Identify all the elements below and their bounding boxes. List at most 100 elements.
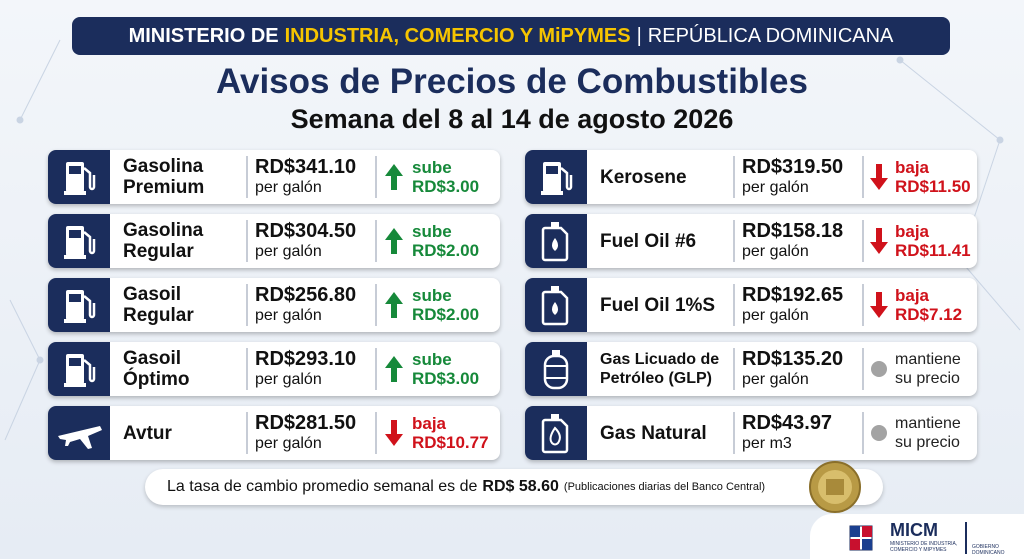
icon-graphic bbox=[541, 414, 569, 454]
change-line: baja bbox=[412, 414, 447, 433]
logo-subtitle: MINISTERIO DE INDUSTRIA, COMERCIO Y MIPY… bbox=[890, 541, 958, 553]
change: sube RD$3.00 bbox=[412, 350, 479, 388]
price: RD$158.18 bbox=[742, 220, 844, 242]
fuel-name-line: Gas Natural bbox=[600, 422, 707, 444]
change-line: baja bbox=[895, 286, 930, 305]
coat-of-arms bbox=[849, 525, 873, 551]
change-line: RD$10.77 bbox=[412, 433, 489, 452]
change-line: RD$7.12 bbox=[895, 305, 963, 324]
fuel-name-line: Gasolina bbox=[123, 220, 204, 241]
icon-graphic bbox=[541, 162, 573, 195]
divider bbox=[733, 284, 735, 326]
trend-arrow bbox=[870, 228, 888, 254]
divider bbox=[862, 348, 864, 390]
change-line: su precio bbox=[895, 434, 960, 451]
unit: per galón bbox=[742, 307, 809, 324]
divider bbox=[246, 348, 248, 390]
header-separator: | bbox=[636, 24, 642, 47]
fuel-name: Fuel Oil #6 bbox=[600, 214, 696, 268]
trend-mark bbox=[384, 354, 404, 389]
divider bbox=[246, 284, 248, 326]
unit: per galón bbox=[742, 179, 809, 196]
divider bbox=[733, 412, 735, 454]
icon-graphic bbox=[64, 290, 96, 323]
logo-divider bbox=[965, 522, 967, 554]
price: RD$281.50 bbox=[255, 412, 357, 434]
title: Avisos de Precios de Combustibles bbox=[216, 62, 808, 101]
change-line: RD$2.00 bbox=[412, 241, 480, 260]
fuel-name-line: Regular bbox=[123, 305, 194, 326]
change-line: RD$11.50 bbox=[895, 177, 971, 196]
price: RD$43.97 bbox=[742, 412, 833, 434]
change: mantiene su precio bbox=[895, 350, 961, 388]
divider bbox=[375, 412, 377, 454]
price-card: Gasoil Óptimo RD$293.10 per galón sube RD$3.0… bbox=[48, 342, 500, 396]
unit: per galón bbox=[742, 243, 809, 260]
footer-text: La tasa de cambio promedio semanal es de bbox=[167, 478, 478, 495]
icon-graphic bbox=[58, 426, 102, 449]
fuel-icon bbox=[48, 406, 110, 460]
fuel-name-line: Kerosene bbox=[600, 166, 687, 188]
divider bbox=[246, 412, 248, 454]
fuel-icon bbox=[48, 278, 110, 332]
price: RD$192.65 bbox=[742, 284, 844, 306]
change: baja RD$10.77 bbox=[412, 414, 489, 452]
fuel-name: Kerosene bbox=[600, 150, 687, 204]
coin bbox=[809, 461, 861, 513]
divider bbox=[375, 156, 377, 198]
change-line: mantiene bbox=[895, 351, 961, 368]
fuel-name-line: Fuel Oil #6 bbox=[600, 230, 697, 252]
trend-arrow bbox=[385, 228, 403, 254]
fuel-name: Fuel Oil 1%S bbox=[600, 278, 715, 332]
unit: per galón bbox=[255, 435, 322, 452]
trend-arrow bbox=[385, 356, 403, 382]
divider bbox=[862, 156, 864, 198]
fuel-name-line: Regular bbox=[123, 241, 194, 262]
fuel-name: Gas Licuado de Petróleo (GLP) bbox=[600, 342, 719, 396]
unit: per galón bbox=[255, 179, 322, 196]
change-line: sube bbox=[412, 222, 452, 241]
divider bbox=[246, 220, 248, 262]
change-line: sube bbox=[412, 286, 452, 305]
price: RD$293.10 bbox=[255, 348, 357, 370]
change-line: RD$3.00 bbox=[412, 177, 480, 196]
unit: per galón bbox=[742, 371, 809, 388]
price: RD$319.50 bbox=[742, 156, 844, 178]
trend-mark bbox=[384, 418, 404, 453]
fuel-name: Gasoil Regular bbox=[123, 278, 194, 332]
trend-mark bbox=[869, 290, 889, 325]
price-card: Gas Licuado de Petróleo (GLP) RD$135.20 per… bbox=[525, 342, 977, 396]
trend-arrow bbox=[870, 164, 888, 190]
trend-arrow bbox=[385, 164, 403, 190]
unit: per galón bbox=[255, 243, 322, 260]
trend-arrow bbox=[871, 361, 887, 377]
fuel-name-line: Óptimo bbox=[123, 369, 190, 390]
change-line: mantiene bbox=[895, 415, 961, 432]
unit: per galón bbox=[255, 371, 322, 388]
header-highlight: INDUSTRIA, COMERCIO Y MiPYMES bbox=[284, 24, 631, 47]
divider bbox=[246, 156, 248, 198]
change: sube RD$2.00 bbox=[412, 222, 479, 260]
price: RD$341.10 bbox=[255, 156, 357, 178]
fuel-icon bbox=[48, 214, 110, 268]
trend-mark bbox=[869, 226, 889, 261]
footer-note: (Publicaciones diarias del Banco Central… bbox=[563, 481, 766, 493]
icon-graphic bbox=[541, 286, 569, 326]
unit: per m3 bbox=[742, 435, 792, 452]
logo-area: MICM MINISTERIO DE INDUSTRIA, COMERCIO Y… bbox=[810, 514, 1024, 559]
divider bbox=[375, 348, 377, 390]
divider bbox=[862, 284, 864, 326]
change-line: baja bbox=[895, 158, 930, 177]
fuel-icon bbox=[525, 342, 587, 396]
price: RD$135.20 bbox=[742, 348, 844, 370]
icon-graphic bbox=[64, 162, 96, 195]
divider bbox=[733, 156, 735, 198]
fuel-name-line: Fuel Oil 1%S bbox=[600, 294, 716, 316]
fuel-name: Gasolina Premium bbox=[123, 150, 204, 204]
header-prefix: MINISTERIO DE bbox=[128, 24, 279, 47]
divider bbox=[733, 348, 735, 390]
price-card: Gasoil Regular RD$256.80 per galón sube RD$2.… bbox=[48, 278, 500, 332]
divider bbox=[862, 220, 864, 262]
change-line: RD$11.41 bbox=[895, 241, 971, 260]
